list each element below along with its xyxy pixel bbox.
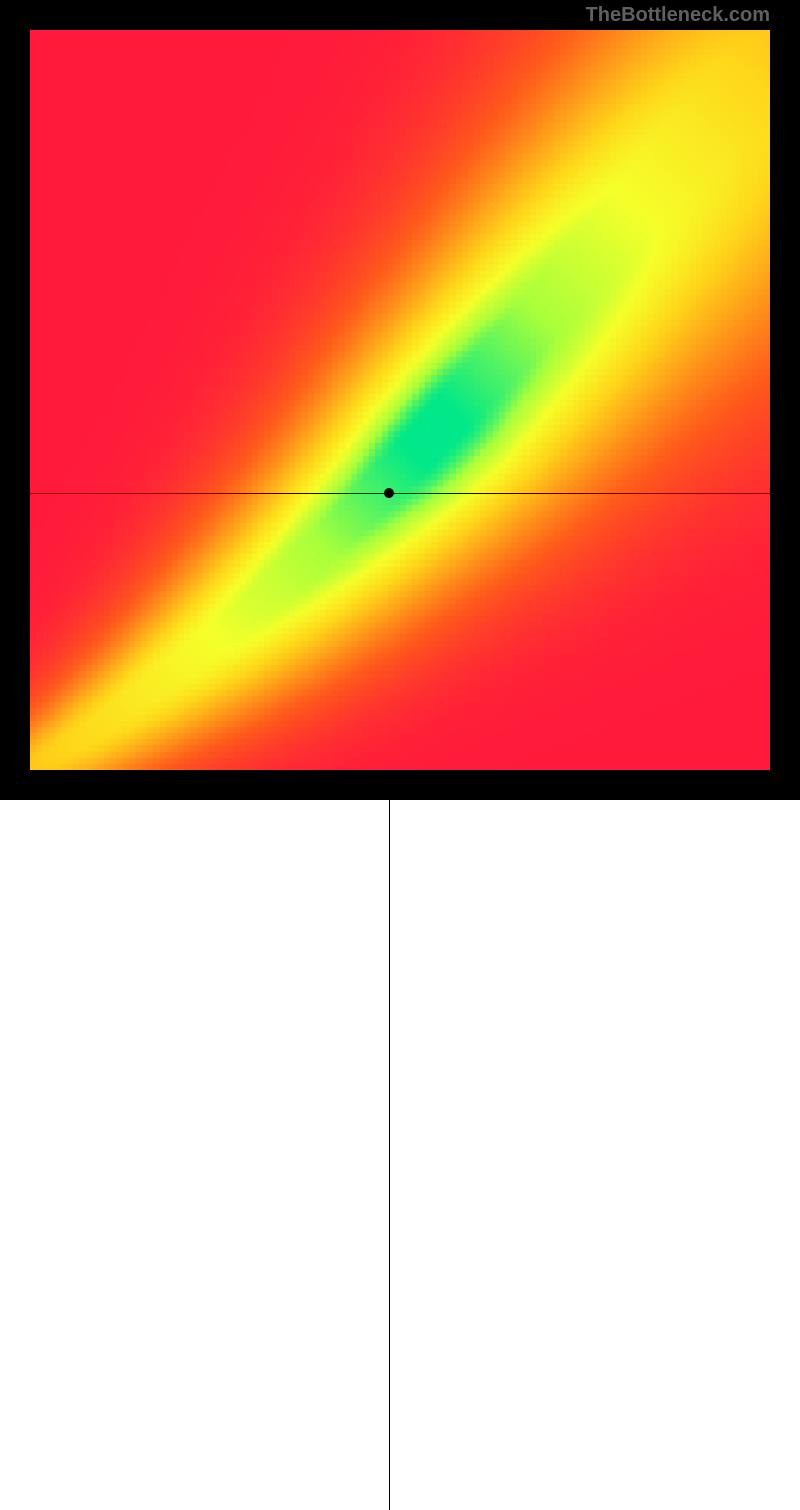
attribution-label: TheBottleneck.com [586, 4, 770, 27]
crosshair-vertical [389, 770, 390, 1510]
chart-root: TheBottleneck.com [0, 0, 800, 800]
plot-frame [30, 30, 770, 770]
crosshair-marker [384, 488, 394, 498]
heatmap-canvas [30, 30, 770, 770]
crosshair-horizontal [30, 493, 770, 494]
